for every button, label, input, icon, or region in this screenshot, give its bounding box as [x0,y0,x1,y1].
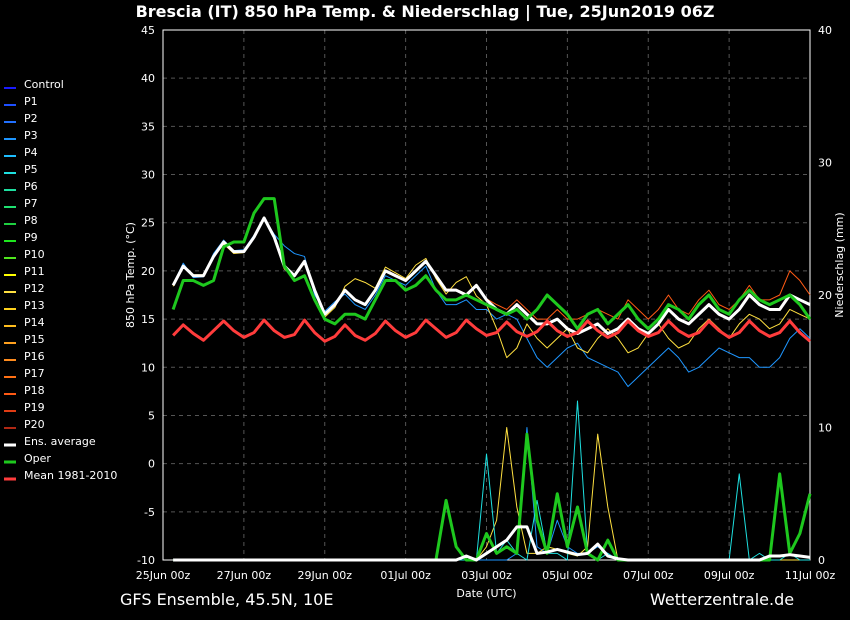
legend-label: P10 [24,248,45,261]
y-tick-label-left: 40 [141,72,155,85]
y-tick-label-left: 0 [148,458,155,471]
legend-label: Oper [24,452,51,465]
x-axis-title: Date (UTC) [456,587,516,600]
legend-label: P17 [24,367,45,380]
y-tick-label-left: 45 [141,24,155,37]
y-tick-label-left: -10 [137,554,155,567]
x-tick-label: 01Jul 00z [380,569,431,582]
legend-label: P20 [24,418,45,431]
legend-label: P11 [24,265,45,278]
y-tick-label-left: 15 [141,313,155,326]
y-tick-label-right: 30 [818,157,832,170]
y-axis-title-left: 850 hPa Temp. (°C) [124,222,137,328]
x-tick-label: 07Jul 00z [623,569,674,582]
y-tick-label-left: 25 [141,217,155,230]
y-tick-label-right: 0 [818,554,825,567]
y-axis-title-right: Niederschlag (mm) [833,212,846,317]
y-tick-label-left: 35 [141,120,155,133]
legend-label: P18 [24,384,45,397]
y-tick-label-left: 10 [141,361,155,374]
precip-line-p12 [173,427,810,561]
y-tick-label-left: 5 [148,409,155,422]
x-tick-label: 11Jul 00z [785,569,836,582]
legend-label: P7 [24,197,38,210]
temp-line-oper [171,197,812,331]
x-tick-label: 27Jun 00z [217,569,272,582]
legend-label: Mean 1981-2010 [24,469,117,482]
legend-label: Ens. average [24,435,96,448]
legend-label: P5 [24,163,38,176]
x-tick-label: 03Jul 00z [461,569,512,582]
temp-line-mean-1981-2010 [172,318,811,343]
legend-label: P9 [24,231,38,244]
temp-line-p12 [172,216,811,359]
model-info: GFS Ensemble, 45.5N, 10E [120,590,334,609]
y-tick-label-left: 30 [141,169,155,182]
legend-label: P12 [24,282,45,295]
y-tick-label-left: -5 [144,506,155,519]
precip-line-ens-average [173,525,811,562]
x-tick-label: 05Jul 00z [542,569,593,582]
x-tick-label: 25Jun 00z [136,569,191,582]
legend-label: P4 [24,146,38,159]
y-tick-label-right: 10 [818,422,832,435]
precip-line-p5 [173,400,810,561]
y-tick-label-right: 40 [818,24,832,37]
temp-line-ens-average [171,216,811,336]
legend-label: P1 [24,95,38,108]
precip-line-oper [173,432,812,562]
legend-label: P13 [24,299,45,312]
legend-label: Control [24,78,64,91]
legend-label: P14 [24,316,45,329]
legend-label: P3 [24,129,38,142]
precip-line-p3 [173,427,810,561]
x-tick-label: 09Jul 00z [704,569,755,582]
legend-label: P19 [24,401,45,414]
legend-label: P15 [24,333,45,346]
y-tick-label-left: 20 [141,265,155,278]
legend-label: P16 [24,350,45,363]
x-tick-label: 29Jun 00z [298,569,353,582]
chart-title: Brescia (IT) 850 hPa Temp. & Niederschla… [135,2,715,21]
legend-label: P6 [24,180,38,193]
legend-label: P8 [24,214,38,227]
source-credit: Wetterzentrale.de [650,590,795,609]
y-tick-label-right: 20 [818,289,832,302]
legend-label: P2 [24,112,38,125]
